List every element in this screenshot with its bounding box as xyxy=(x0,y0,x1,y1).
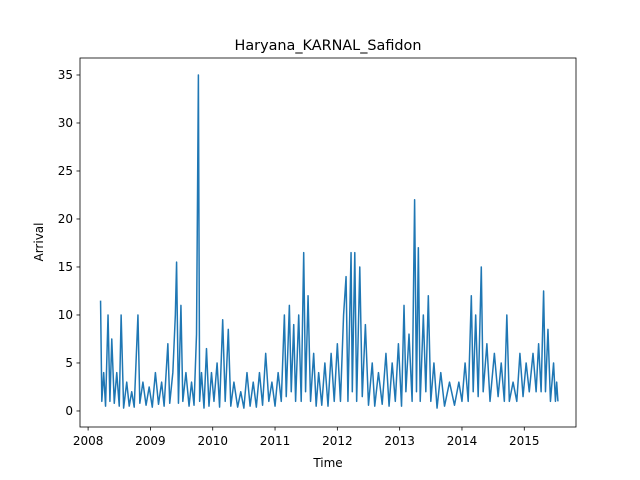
x-axis-label: Time xyxy=(312,456,342,470)
y-axis-label: Arrival xyxy=(32,223,46,262)
chart-title: Haryana_KARNAL_Safidon xyxy=(235,38,422,54)
y-tick-label: 20 xyxy=(58,212,73,226)
y-tick-label: 0 xyxy=(65,404,73,418)
x-tick-label: 2008 xyxy=(73,434,104,448)
x-tick-label: 2010 xyxy=(197,434,228,448)
y-tick-label: 5 xyxy=(65,356,73,370)
data-line xyxy=(99,74,559,409)
x-tick-label: 2011 xyxy=(260,434,291,448)
x-tick-label: 2013 xyxy=(384,434,415,448)
y-tick-label: 30 xyxy=(58,116,73,130)
y-tick-label: 15 xyxy=(58,260,73,274)
y-tick-label: 35 xyxy=(58,68,73,82)
x-tick-label: 2009 xyxy=(135,434,166,448)
x-tick-label: 2012 xyxy=(322,434,353,448)
y-tick-label: 10 xyxy=(58,308,73,322)
plot-frame xyxy=(79,57,577,428)
x-tick-label: 2014 xyxy=(447,434,478,448)
x-tick-label: 2015 xyxy=(509,434,540,448)
y-tick-label: 25 xyxy=(58,164,73,178)
